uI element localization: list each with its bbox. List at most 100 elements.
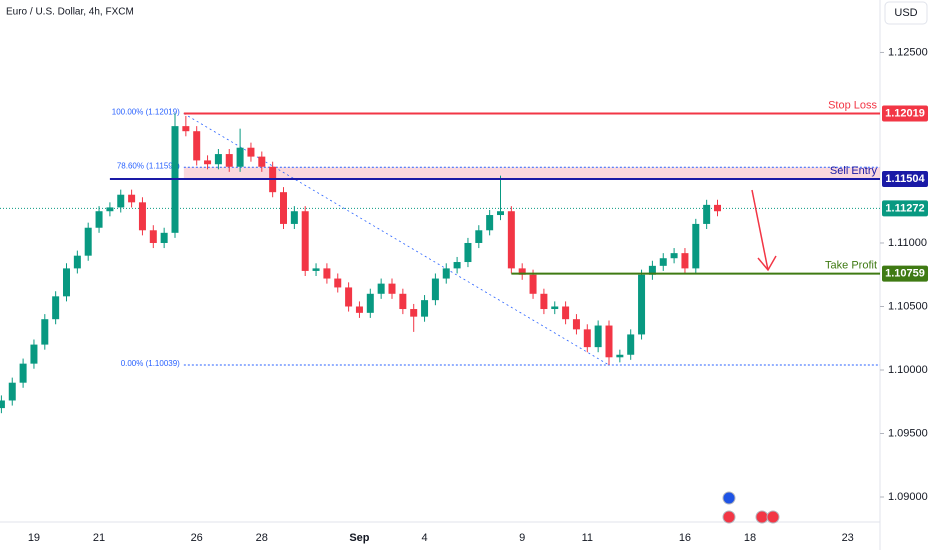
candle-body <box>659 258 667 266</box>
fib-label: 0.00% (1.10039) <box>121 359 180 368</box>
candle-body <box>681 253 689 269</box>
candle-body <box>204 160 212 165</box>
candle-body <box>507 211 515 269</box>
candle-body <box>453 262 461 269</box>
candle-body <box>355 306 363 313</box>
candle-body <box>182 126 190 132</box>
price-tag <box>882 170 928 187</box>
y-tick-label: 1.10500 <box>888 300 928 312</box>
candle-body <box>236 147 244 167</box>
candle-body <box>366 293 374 313</box>
candle-body <box>486 215 494 231</box>
candle-body <box>616 354 624 358</box>
candle-body <box>258 156 266 167</box>
candle-body <box>95 211 103 228</box>
currency-button[interactable] <box>884 1 928 25</box>
candle-body <box>594 325 602 348</box>
price-tag <box>882 105 928 122</box>
candle-body <box>475 230 483 243</box>
candle-body <box>410 309 418 317</box>
candle-body <box>84 227 92 256</box>
chart-title: Euro / U.S. Dollar, 4h, FXCM <box>6 7 134 18</box>
candle-body <box>638 274 646 335</box>
forecast-arrow <box>751 189 777 272</box>
x-tick-label: 19 <box>28 532 40 544</box>
candle-body <box>73 255 81 269</box>
price-tag <box>882 200 928 217</box>
candle-body <box>714 204 721 212</box>
candle-body <box>19 363 27 383</box>
candle-body <box>8 382 16 401</box>
price-tag-label: 1.12019 <box>885 107 925 119</box>
candle-body <box>106 207 114 212</box>
y-tick-label: 1.12500 <box>888 46 928 58</box>
y-tick-label: 1.09500 <box>888 427 928 439</box>
fib-trend <box>183 113 610 366</box>
candle-body <box>290 211 298 224</box>
y-tick-label: 1.10000 <box>888 364 928 376</box>
price-tag-label: 1.11504 <box>885 173 925 185</box>
candle-body <box>280 192 287 224</box>
x-tick-label: Sep <box>349 532 369 544</box>
candle-body <box>529 274 537 294</box>
candle-body <box>323 268 331 279</box>
candle-body <box>377 283 385 294</box>
trade-level-name: Take Profit <box>825 259 877 271</box>
candle-body <box>421 300 429 317</box>
x-tick-label: 26 <box>191 532 203 544</box>
entry-zone <box>183 167 881 179</box>
candle-body <box>464 242 472 263</box>
x-tick-label: 28 <box>256 532 268 544</box>
currency-label: USD <box>894 7 917 19</box>
candle-body <box>388 283 396 294</box>
candle-body <box>117 194 125 208</box>
x-tick-label: 9 <box>519 532 525 544</box>
candle-body <box>648 265 656 275</box>
x-tick-label: 18 <box>744 532 756 544</box>
x-tick-label: 21 <box>93 532 105 544</box>
candle-body <box>138 202 146 231</box>
candle-body <box>30 344 38 364</box>
x-tick-label: 4 <box>421 532 427 544</box>
candle-body <box>692 223 700 269</box>
event-icons <box>722 491 780 524</box>
candle-body <box>301 211 309 271</box>
y-tick-label: 1.11000 <box>888 237 927 249</box>
candle-body <box>0 400 5 409</box>
candle-body <box>247 147 255 157</box>
candle-body <box>551 306 559 310</box>
candle-body <box>627 334 635 355</box>
candle-body <box>670 253 678 259</box>
candle-body <box>431 278 439 301</box>
candle-body <box>52 296 60 320</box>
candle-body <box>583 329 591 348</box>
candle-body <box>497 211 504 216</box>
candle-body <box>63 268 70 297</box>
candle-body <box>334 278 342 288</box>
candle-body <box>193 131 201 161</box>
candle-body <box>399 293 407 310</box>
price-tag-label: 1.11272 <box>885 202 924 214</box>
candle-body <box>41 319 49 345</box>
candle-body <box>160 232 168 243</box>
candle-body <box>703 204 711 224</box>
candle-body <box>572 319 580 330</box>
candle-body <box>214 154 222 165</box>
y-tick-label: 1.09000 <box>888 491 928 503</box>
candle-body <box>518 268 526 275</box>
x-tick-label: 23 <box>842 532 854 544</box>
candle-body <box>149 230 157 243</box>
candle-body <box>562 306 570 320</box>
candle-body <box>442 268 450 279</box>
candle-body <box>128 194 136 203</box>
candle-body <box>540 293 548 310</box>
candle-body <box>605 325 613 358</box>
fib-label: 100.00% (1.12019) <box>112 108 180 117</box>
trade-level-name: Stop Loss <box>828 99 877 111</box>
candle-body <box>345 287 353 307</box>
price-tag-label: 1.10759 <box>885 267 925 279</box>
candle-body <box>312 268 320 271</box>
trade-level-name: Sell Entry <box>830 165 878 177</box>
